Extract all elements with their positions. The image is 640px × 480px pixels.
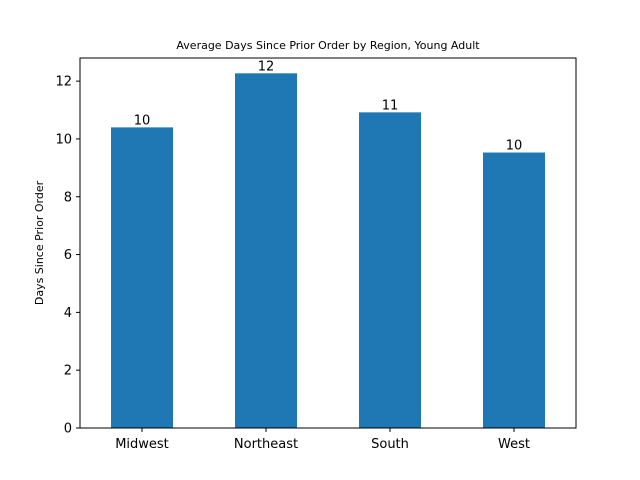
x-tick-label: Northeast	[234, 437, 298, 452]
y-tick-label: 12	[55, 75, 72, 90]
chart-title: Average Days Since Prior Order by Region…	[176, 39, 480, 52]
y-tick-label: 8	[64, 190, 72, 205]
y-tick-label: 2	[64, 364, 72, 379]
bar-value-label: 10	[134, 113, 151, 128]
bar-midwest	[111, 127, 173, 428]
bar-south	[359, 112, 421, 428]
bar-value-label: 12	[258, 59, 275, 74]
y-tick-label: 0	[64, 422, 72, 437]
plot-area-frame	[79, 57, 577, 429]
bar-value-label: 11	[382, 98, 399, 113]
bar-data-labels: 10 12 11 10	[134, 59, 523, 153]
y-tick-label: 10	[55, 132, 72, 147]
x-tick-label: South	[371, 437, 409, 452]
bar-west	[483, 152, 545, 428]
x-tick-label: West	[498, 437, 530, 452]
y-axis-ticks: 0 2 4 6 8 10 12	[55, 75, 80, 437]
bar-series	[111, 73, 545, 428]
bar-northeast	[235, 73, 297, 428]
y-tick-label: 6	[64, 248, 72, 263]
x-axis-ticks: Midwest Northeast South West	[115, 428, 530, 452]
x-tick-label: Midwest	[115, 437, 169, 452]
bar-value-label: 10	[506, 139, 523, 154]
y-tick-label: 4	[64, 306, 72, 321]
y-axis-label: Days Since Prior Order	[33, 180, 46, 305]
